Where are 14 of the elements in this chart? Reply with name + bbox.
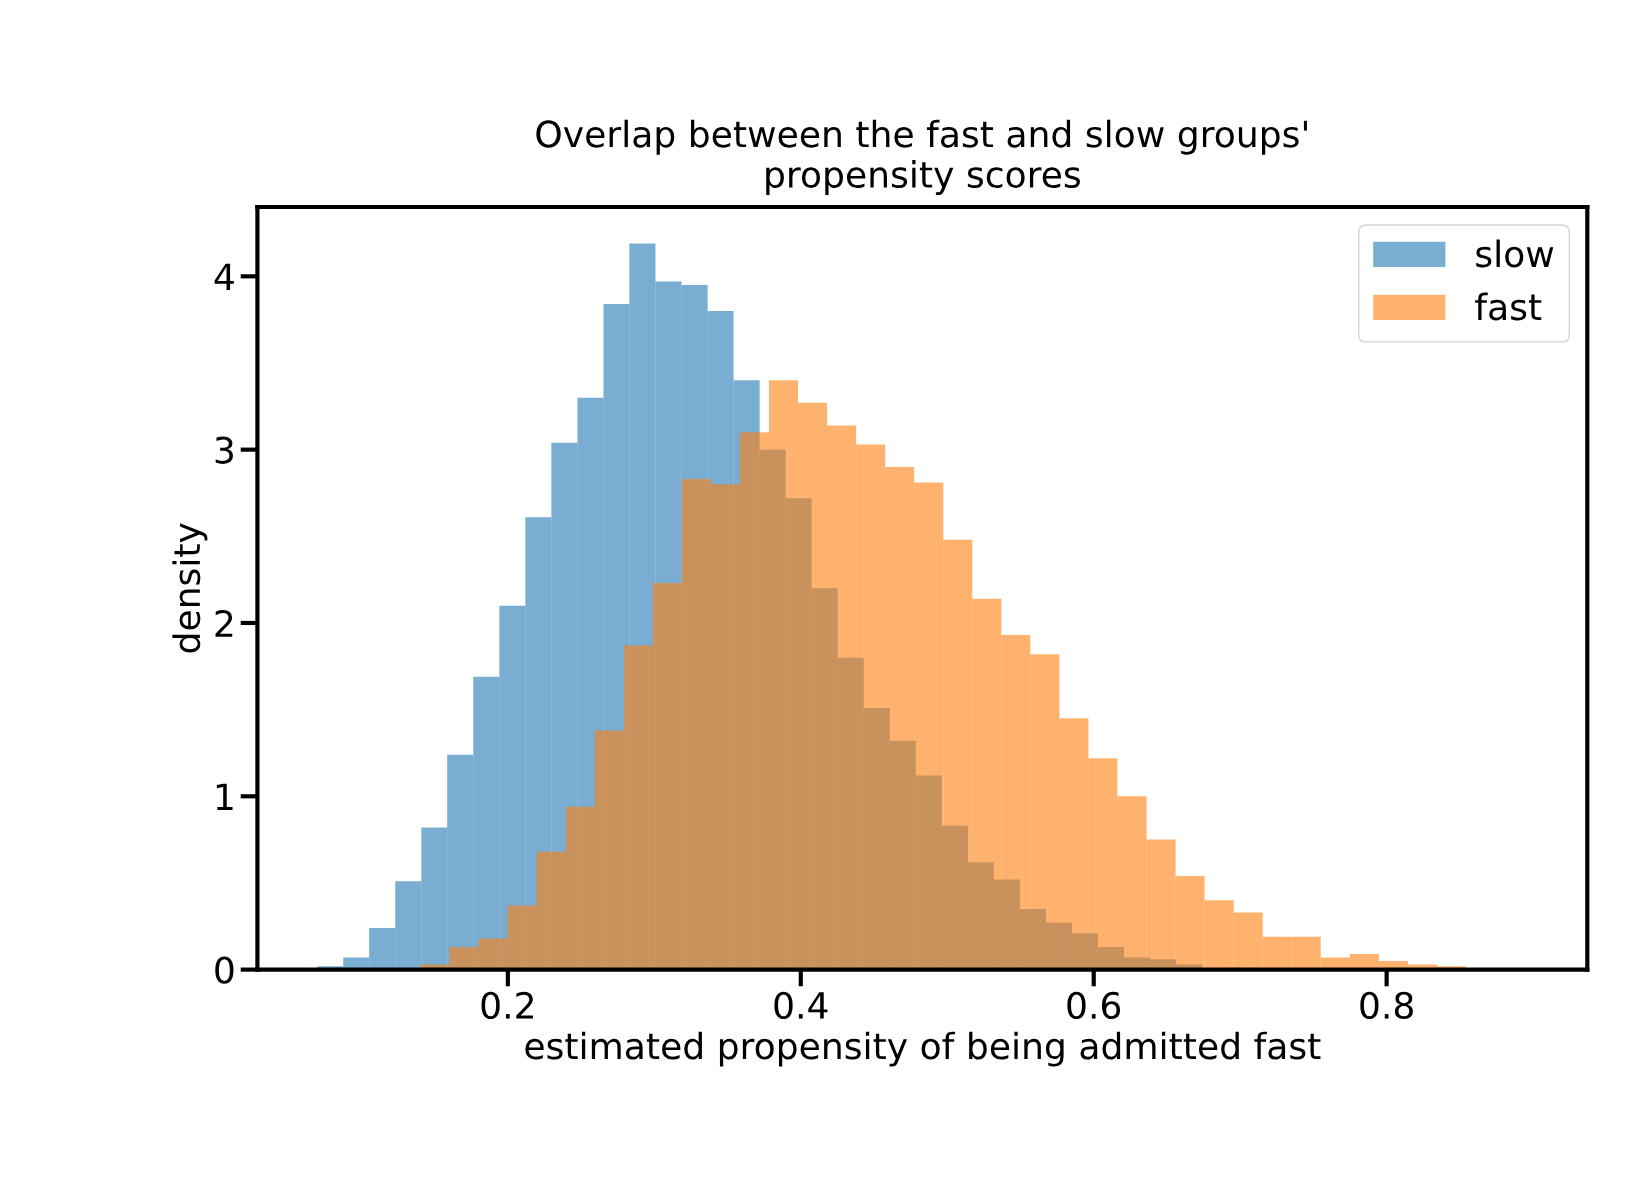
y-tick-label: 0 <box>215 956 234 984</box>
x-tick-label: 0.2 <box>481 991 533 1020</box>
y-tick-label: 1 <box>216 783 233 810</box>
y-tick-label: 3 <box>215 436 233 464</box>
chart-title: Overlap between the fast and slow groups' propensity scores <box>536 119 1307 196</box>
legend-label: fast <box>1475 292 1542 321</box>
x-tick-label: 0.6 <box>1067 991 1121 1020</box>
x-tick-label: 0.8 <box>1360 991 1413 1020</box>
y-tick-label: 2 <box>215 609 233 637</box>
x-tick-label: 0.4 <box>774 991 828 1020</box>
y-tick-label: 4 <box>214 263 234 291</box>
x-axis-title: estimated propensity of being admitted fast <box>525 1031 1321 1067</box>
legend-label: slow <box>1476 239 1554 268</box>
y-axis-title: density <box>172 523 208 653</box>
